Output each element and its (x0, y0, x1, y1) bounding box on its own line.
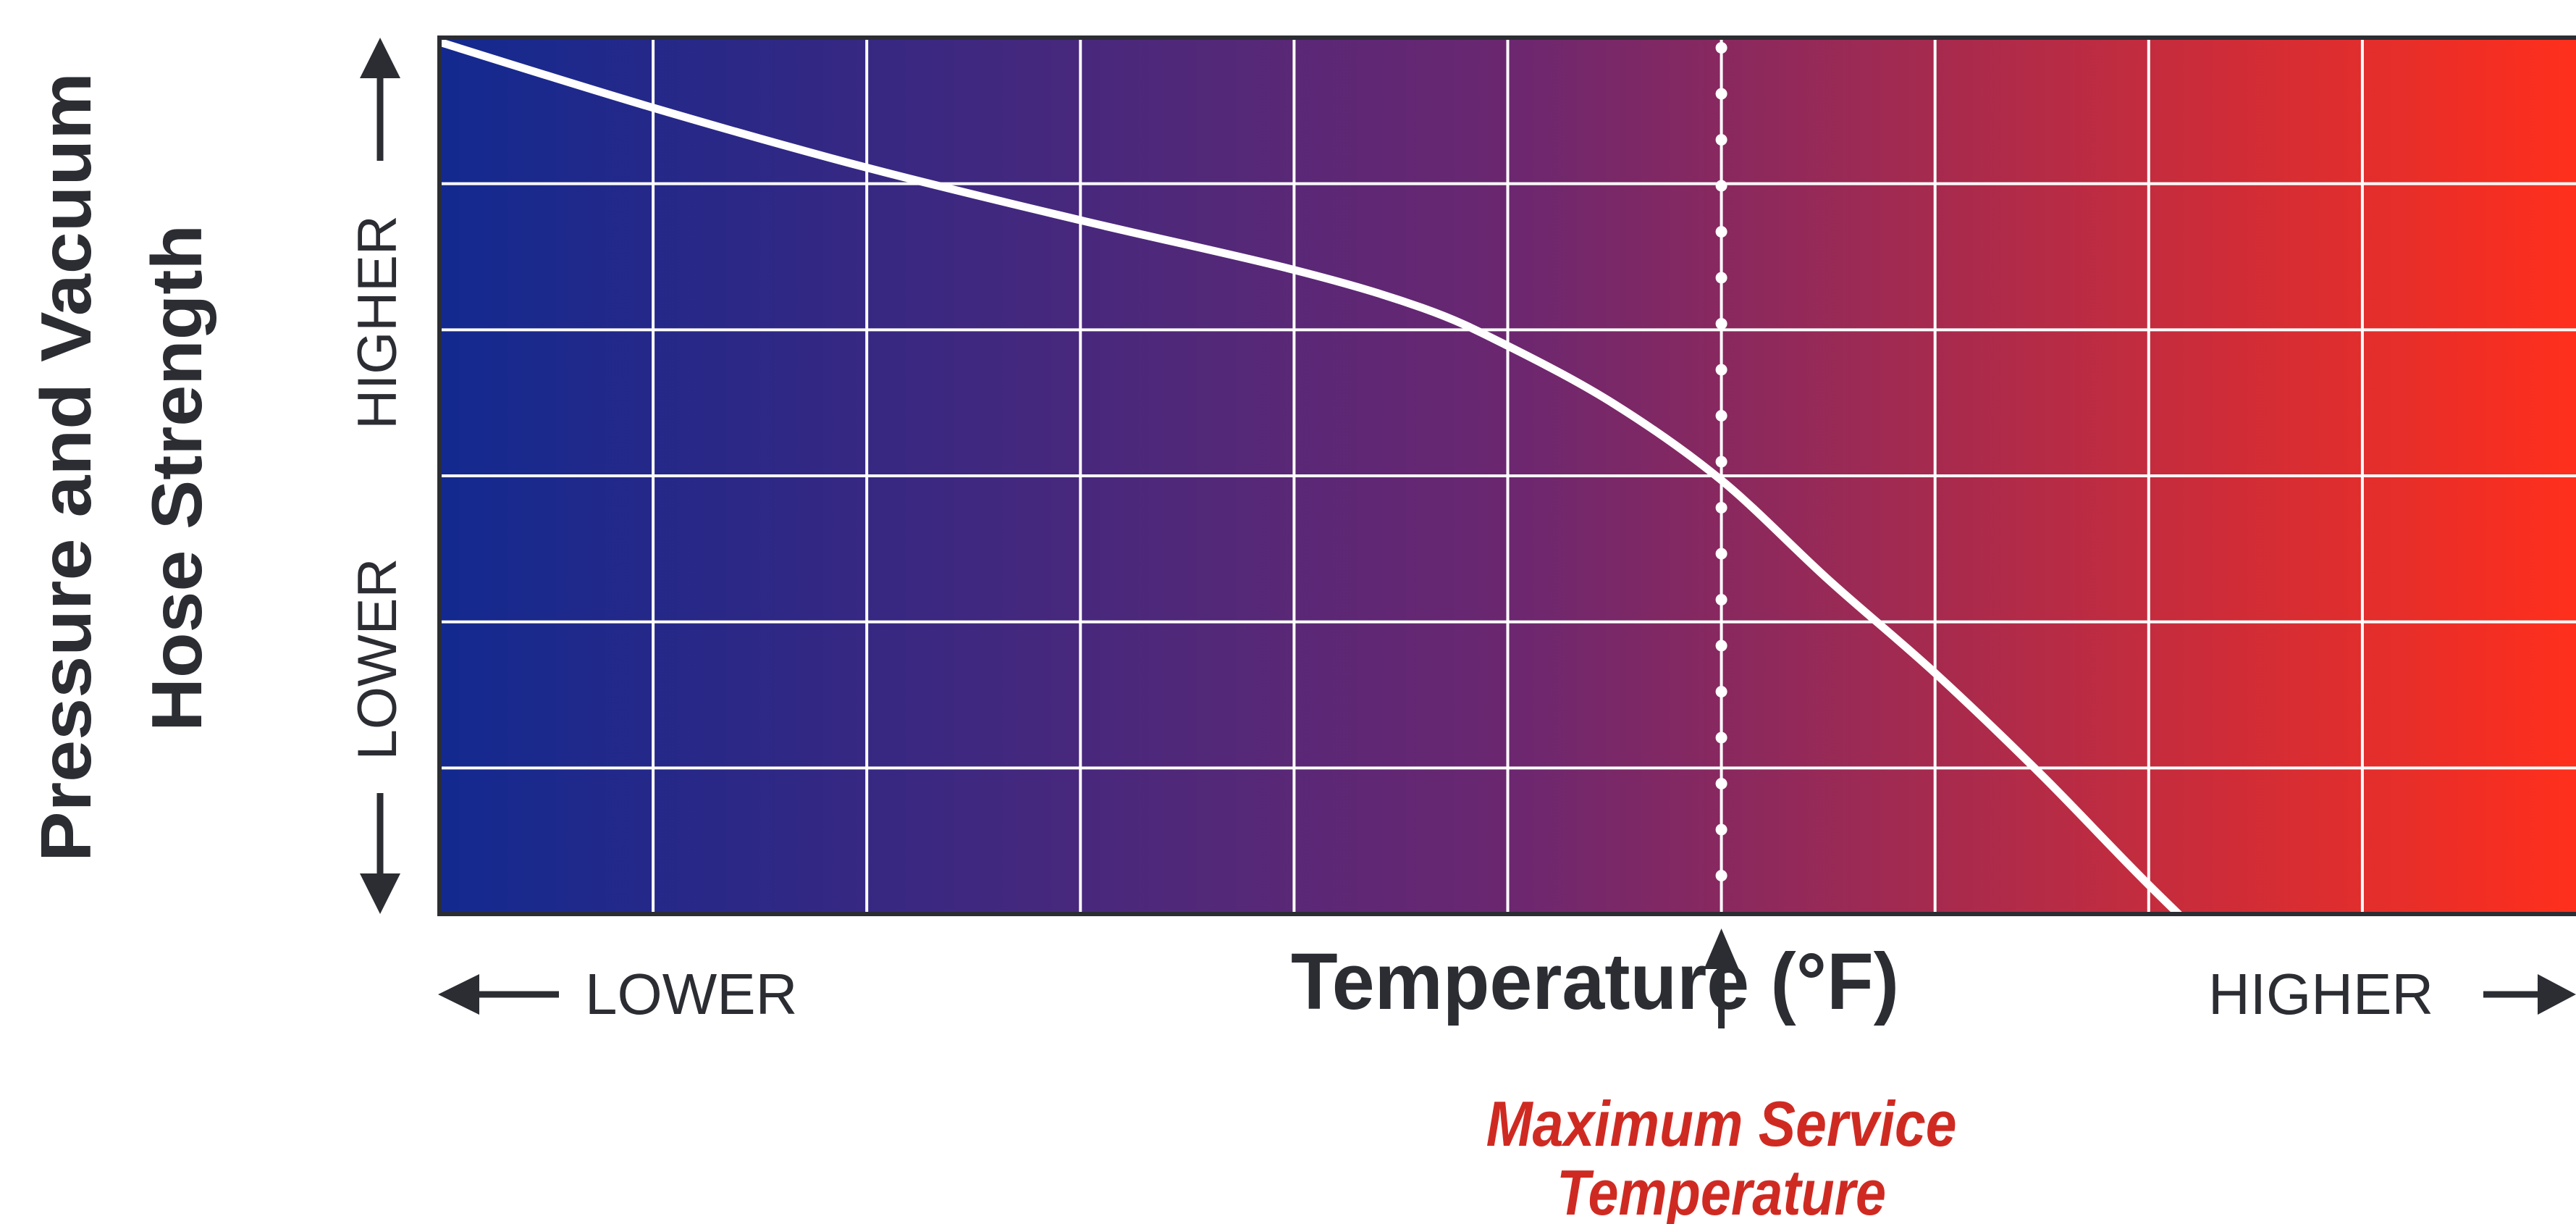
x-axis-lower-label: LOWER (585, 962, 797, 1026)
marker-dot (1715, 318, 1727, 330)
marker-dot (1715, 410, 1727, 422)
marker-dot (1715, 88, 1727, 100)
max-service-temperature-label-line-2: Temperature (1557, 1157, 1886, 1224)
marker-dot (1715, 456, 1727, 468)
marker-dot (1715, 594, 1727, 605)
marker-dot (1715, 732, 1727, 744)
y-axis-down-arrow (360, 793, 400, 914)
marker-dot (1715, 226, 1727, 238)
marker-dot (1715, 180, 1727, 192)
marker-dot (1715, 640, 1727, 652)
marker-dot (1715, 272, 1727, 284)
marker-dot (1715, 870, 1727, 881)
marker-dot (1715, 502, 1727, 514)
grid-lines (439, 38, 2576, 914)
x-axis-title: Temperature (°F) (1291, 937, 1899, 1026)
strength-curve (439, 38, 2184, 914)
max-service-temperature-marker (1715, 42, 1727, 881)
max-service-temperature-arrow (1704, 929, 1739, 1028)
x-axis-higher-label: HIGHER (2208, 962, 2433, 1026)
y-axis-title-line-2: Hose Strength (137, 225, 216, 732)
marker-dot (1715, 686, 1727, 697)
marker-dot (1715, 42, 1727, 54)
marker-dot (1715, 548, 1727, 560)
marker-dot (1715, 364, 1727, 376)
y-axis-higher-label: HIGHER (347, 215, 408, 429)
marker-dot (1715, 134, 1727, 146)
marker-dot (1715, 823, 1727, 836)
x-axis-right-arrow (2483, 974, 2576, 1015)
y-axis-up-arrow (360, 38, 400, 161)
y-axis-lower-label: LOWER (347, 558, 408, 760)
y-axis-title-line-1: Pressure and Vacuum (26, 72, 106, 862)
marker-dot (1715, 778, 1727, 789)
max-service-temperature-label-line-1: Maximum Service (1486, 1088, 1957, 1160)
x-axis-left-arrow (438, 974, 559, 1015)
plot-frame (437, 35, 2576, 916)
